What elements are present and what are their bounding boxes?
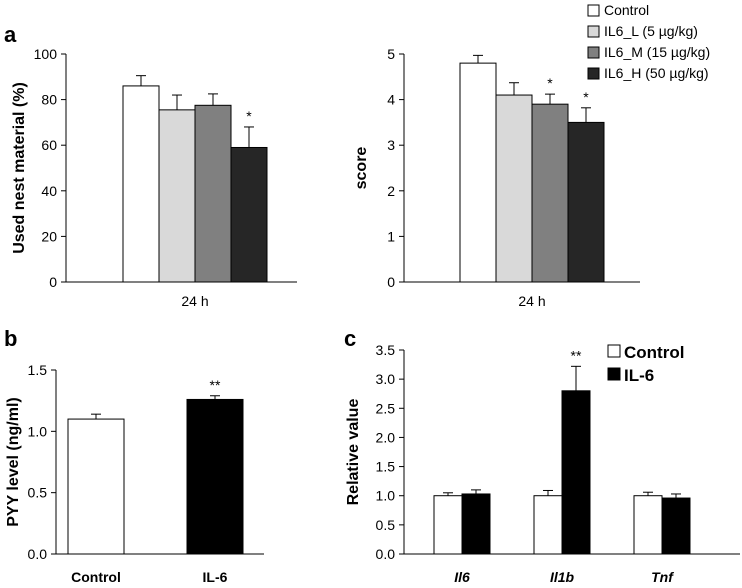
chart-a1-y-label: Used nest material (%) (11, 82, 28, 254)
chart-a2-bar-series2 (531, 103, 569, 283)
chart-b-y-tick-label: 1.0 (28, 423, 48, 439)
chart-a2-sig-label-series2: * (547, 75, 553, 91)
chart-a2-y-tick-label: 4 (387, 92, 395, 108)
chart-b-x-tick-label: Control (71, 569, 121, 585)
chart-c-bar-cat0-series0 (433, 495, 463, 555)
legend-c: Control IL-6 (607, 343, 684, 385)
chart-a1-sig-label-series3: * (246, 108, 252, 124)
chart-a1-bar-series0 (122, 85, 160, 283)
chart-b-bar-cat0 (67, 418, 125, 555)
chart-a1-y-tick-label: 0 (49, 274, 57, 290)
chart-c-bar-cat2-series0 (633, 495, 663, 555)
legend-c-swatch-il6 (607, 367, 621, 381)
chart-a1-y-tick-label: 20 (41, 228, 57, 244)
chart-a1-bar-series2 (194, 104, 232, 283)
chart-a1-y-tick-label: 100 (34, 46, 58, 62)
legend-a-label-control: Control (604, 2, 649, 18)
chart-c-y-tick-label: 2.0 (376, 429, 396, 445)
chart-a1-y-tick-label: 60 (41, 137, 57, 153)
chart-c-sig-label-cat1-series1: ** (571, 347, 582, 363)
chart-c-bar-cat1-series1 (561, 390, 591, 555)
chart-a1-bar-series1 (158, 109, 196, 283)
chart-a2-bar-series1 (495, 94, 533, 283)
chart-c-y-label: Relative value (345, 399, 362, 506)
chart-c-y-tick-label: 0.5 (376, 517, 396, 533)
chart-c-y-tick-label: 0.0 (376, 546, 396, 562)
chart-b-y-label: PYY level (ng/ml) (5, 397, 22, 527)
chart-b-x-tick-label: IL-6 (203, 569, 228, 585)
chart-b-sig-label-cat1: ** (210, 377, 221, 393)
chart-a1-x-tick-label: 24 h (181, 293, 208, 309)
chart-c-y-tick-label: 3.5 (376, 342, 396, 358)
chart-a1-y-tick-label: 40 (41, 183, 57, 199)
panel-label-a: a (4, 22, 17, 47)
chart-a2-y-tick-label: 1 (387, 228, 395, 244)
chart-c-x-tick-label: Il1b (550, 569, 575, 585)
chart-a2-y-tick-label: 2 (387, 183, 395, 199)
legend-a-swatch-il6-m (587, 46, 600, 59)
chart-c-y-tick-label: 1.5 (376, 459, 396, 475)
chart-a2-bar-series0 (459, 62, 497, 283)
chart-c-bar-cat1-series0 (533, 495, 563, 555)
chart-a2-y-tick-label: 3 (387, 137, 395, 153)
chart-a2-bar-series3 (567, 121, 605, 283)
chart-c-y-tick-label: 1.0 (376, 488, 396, 504)
chart-a1-bar-series3 (230, 146, 268, 283)
panel-label-c: c (344, 326, 356, 351)
legend-a-swatch-il6-h (587, 67, 600, 80)
legend-c-label-control: Control (624, 343, 684, 362)
chart-c-bar-cat0-series1 (461, 493, 491, 555)
legend-a-label-il6-l: IL6_L (5 µg/kg) (604, 23, 698, 39)
chart-c-bar-cat2-series1 (661, 497, 691, 555)
chart-b-y-tick-label: 0.0 (28, 546, 48, 562)
legend-a-swatch-control (587, 4, 600, 17)
legend-a-label-il6-h: IL6_H (50 µg/kg) (604, 65, 709, 81)
chart-b-bar-cat1 (186, 398, 244, 555)
legend-a: Control IL6_L (5 µg/kg) IL6_M (15 µg/kg)… (587, 2, 710, 81)
legend-c-label-il6: IL-6 (624, 366, 654, 385)
chart-a2-y-label: score (353, 147, 370, 190)
chart-b-y-tick-label: 0.5 (28, 485, 48, 501)
chart-a2-sig-label-series3: * (583, 89, 589, 105)
chart-a2-x-tick-label: 24 h (518, 293, 545, 309)
chart-c-x-tick-label: Tnf (651, 569, 674, 585)
chart-a1-y-tick-label: 80 (41, 92, 57, 108)
chart-a2-y-tick-label: 0 (387, 274, 395, 290)
chart-c-y-tick-label: 3.0 (376, 371, 396, 387)
chart-a2-y-tick-label: 5 (387, 46, 395, 62)
chart-b-y-tick-label: 1.5 (28, 362, 48, 378)
legend-a-label-il6-m: IL6_M (15 µg/kg) (604, 44, 710, 60)
legend-c-swatch-control (607, 344, 621, 358)
legend-a-swatch-il6-l (587, 25, 600, 38)
chart-c-x-tick-label: Il6 (454, 569, 470, 585)
panel-label-b: b (4, 326, 17, 351)
chart-c-y-tick-label: 2.5 (376, 400, 396, 416)
